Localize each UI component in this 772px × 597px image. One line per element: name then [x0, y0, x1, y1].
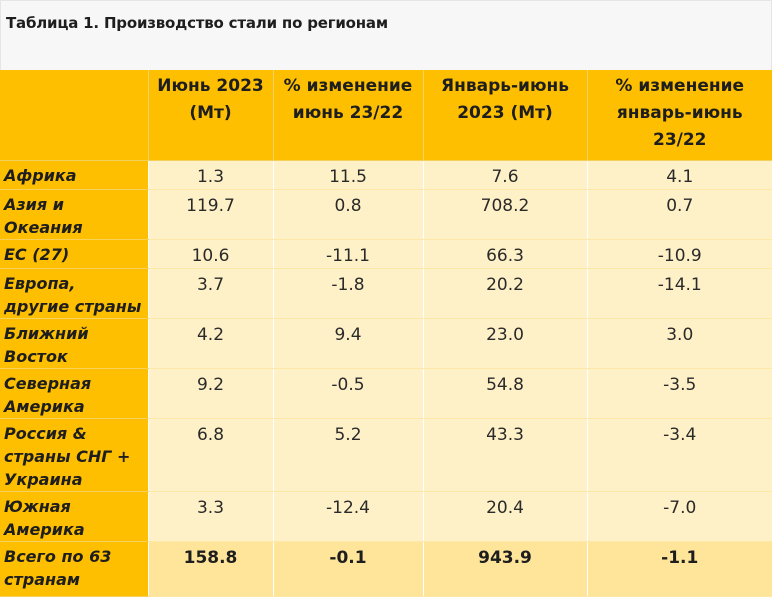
table-row: Ближний Восток 4.2 9.4 23.0 3.0: [0, 318, 772, 369]
region-cell: Россия & страны СНГ + Украина: [0, 418, 149, 492]
total-june-change-cell: -0.1: [273, 541, 424, 597]
header-row: Июнь 2023 (Мт) % изменение июнь 23/22 Ян…: [0, 70, 772, 161]
june-change-cell: -0.5: [273, 368, 424, 419]
header-region: [0, 70, 149, 161]
table-title: Таблица 1. Производство стали по региона…: [6, 14, 388, 32]
ytd-cell: 43.3: [423, 418, 588, 492]
ytd-cell: 20.2: [423, 268, 588, 319]
total-label-cell: Всего по 63 странам: [0, 541, 149, 597]
ytd-cell: 7.6: [423, 160, 588, 190]
header-ytd-change: % изменение январь-июнь 23/22: [587, 70, 772, 161]
ytd-change-cell: 0.7: [587, 189, 772, 240]
june-cell: 9.2: [148, 368, 274, 419]
region-cell: Северная Америка: [0, 368, 149, 419]
ytd-change-cell: 3.0: [587, 318, 772, 369]
title-bar: Таблица 1. Производство стали по региона…: [0, 0, 772, 70]
ytd-change-cell: 4.1: [587, 160, 772, 190]
table-row: Африка 1.3 11.5 7.6 4.1: [0, 160, 772, 190]
region-cell: Южная Америка: [0, 491, 149, 542]
june-change-cell: -12.4: [273, 491, 424, 542]
ytd-change-cell: -3.5: [587, 368, 772, 419]
ytd-cell: 23.0: [423, 318, 588, 369]
ytd-change-cell: -10.9: [587, 239, 772, 269]
table-row: Северная Америка 9.2 -0.5 54.8 -3.5: [0, 368, 772, 419]
ytd-change-cell: -3.4: [587, 418, 772, 492]
region-cell: ЕС (27): [0, 239, 149, 269]
june-change-cell: 9.4: [273, 318, 424, 369]
header-june-change: % изменение июнь 23/22: [273, 70, 424, 161]
total-row: Всего по 63 странам 158.8 -0.1 943.9 -1.…: [0, 541, 772, 597]
june-cell: 3.3: [148, 491, 274, 542]
ytd-cell: 66.3: [423, 239, 588, 269]
june-cell: 1.3: [148, 160, 274, 190]
june-cell: 119.7: [148, 189, 274, 240]
table-row: Европа, другие страны 3.7 -1.8 20.2 -14.…: [0, 268, 772, 319]
steel-production-table: Июнь 2023 (Мт) % изменение июнь 23/22 Ян…: [0, 70, 772, 597]
region-cell: Европа, другие страны: [0, 268, 149, 319]
table-row: Азия и Океания 119.7 0.8 708.2 0.7: [0, 189, 772, 240]
june-change-cell: 0.8: [273, 189, 424, 240]
total-june-cell: 158.8: [148, 541, 274, 597]
table-row: Россия & страны СНГ + Украина 6.8 5.2 43…: [0, 418, 772, 492]
region-cell: Азия и Океания: [0, 189, 149, 240]
june-change-cell: -11.1: [273, 239, 424, 269]
june-cell: 6.8: [148, 418, 274, 492]
region-cell: Ближний Восток: [0, 318, 149, 369]
june-cell: 3.7: [148, 268, 274, 319]
ytd-cell: 708.2: [423, 189, 588, 240]
total-ytd-change-cell: -1.1: [587, 541, 772, 597]
june-change-cell: 11.5: [273, 160, 424, 190]
header-june: Июнь 2023 (Мт): [148, 70, 274, 161]
header-ytd: Январь-июнь 2023 (Мт): [423, 70, 588, 161]
table-row: Южная Америка 3.3 -12.4 20.4 -7.0: [0, 491, 772, 542]
june-cell: 10.6: [148, 239, 274, 269]
ytd-cell: 20.4: [423, 491, 588, 542]
table-row: ЕС (27) 10.6 -11.1 66.3 -10.9: [0, 239, 772, 269]
june-change-cell: 5.2: [273, 418, 424, 492]
total-ytd-cell: 943.9: [423, 541, 588, 597]
june-change-cell: -1.8: [273, 268, 424, 319]
ytd-cell: 54.8: [423, 368, 588, 419]
ytd-change-cell: -7.0: [587, 491, 772, 542]
june-cell: 4.2: [148, 318, 274, 369]
ytd-change-cell: -14.1: [587, 268, 772, 319]
region-cell: Африка: [0, 160, 149, 190]
